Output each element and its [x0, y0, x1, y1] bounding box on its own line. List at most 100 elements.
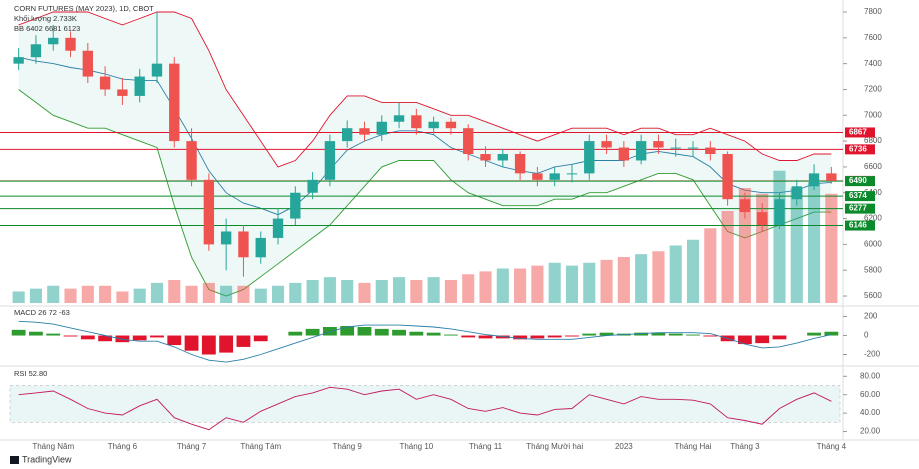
candle-body [566, 173, 578, 175]
macd-bar [478, 335, 493, 339]
y-tick-label: 7000 [864, 110, 882, 119]
candle-body [376, 121, 387, 135]
candle-body [791, 186, 802, 200]
volume-bar [289, 282, 302, 303]
volume-bar [808, 182, 821, 303]
volume-bar [704, 228, 717, 303]
volume-bar [375, 280, 388, 303]
candle-body [255, 237, 266, 258]
volume-bar [29, 288, 42, 303]
candle-body [705, 147, 716, 155]
candle-body [186, 141, 197, 180]
candle-body [393, 115, 405, 122]
macd-bar [634, 332, 649, 336]
macd-bar [772, 335, 787, 340]
macd-bar [374, 328, 389, 336]
x-tick-label: Tháng 3 [730, 442, 760, 451]
rsi-tick-label: 80.00 [860, 371, 881, 380]
volume-bar [168, 280, 181, 303]
volume-bar [462, 274, 475, 303]
volume-legend: Khối lượng 2.733K [14, 14, 77, 23]
macd-bar [392, 329, 406, 336]
candle-body [532, 173, 543, 180]
macd-bar [80, 335, 95, 340]
brand: TradingView [22, 454, 72, 464]
level-label-box [845, 220, 875, 231]
macd-line [18, 320, 832, 363]
candle-body [774, 199, 785, 226]
volume-bar [686, 239, 700, 303]
x-tick-label: Tháng 9 [333, 442, 363, 451]
volume-bar [565, 265, 579, 303]
macd-tick-label: -200 [864, 350, 881, 359]
rsi-band [9, 385, 841, 423]
x-tick-label: Tháng 7 [177, 442, 207, 451]
plot: 5600580060006200640066006800700072007400… [0, 7, 882, 451]
candle-body [808, 173, 820, 187]
level-label: 6277 [849, 204, 867, 213]
macd-bar [668, 333, 683, 336]
volume-bar [531, 265, 544, 303]
macd-bar [46, 333, 61, 336]
volume-bar [220, 285, 233, 303]
macd-bar [219, 335, 234, 353]
y-tick-label: 7400 [864, 59, 882, 68]
macd-bar [461, 335, 476, 338]
candle-body [82, 50, 93, 77]
candle-body [117, 89, 128, 96]
volume-bar [64, 288, 77, 303]
volume-bar [617, 257, 630, 303]
candle-body [739, 199, 751, 213]
candle-body [757, 212, 768, 226]
y-tick-label: 7600 [864, 33, 882, 42]
volume-bar [116, 291, 129, 303]
volume-bar [825, 193, 838, 303]
band-fill [18, 12, 832, 296]
candle-body [99, 76, 111, 90]
macd-bar [409, 331, 424, 336]
macd-bar [253, 335, 268, 342]
y-tick-label: 6000 [864, 239, 882, 248]
candle-body [601, 141, 612, 148]
x-tick-label: Tháng Tám [240, 442, 281, 451]
x-tick-label: Tháng 10 [399, 442, 433, 451]
x-tick-label: Tháng Hai [675, 442, 712, 451]
volume-bar [548, 262, 561, 303]
volume-bar [583, 262, 596, 303]
level-label-box [845, 191, 875, 202]
macd-bar [11, 329, 26, 336]
rsi-tick-label: 20.00 [860, 427, 881, 436]
y-tick-label: 5800 [864, 265, 882, 274]
level-label-box [845, 127, 875, 138]
volume-bar [81, 285, 94, 303]
candle-body [687, 147, 699, 149]
volume-bar [271, 285, 285, 303]
macd-bar [184, 335, 199, 351]
x-tick-label: Tháng Năm [32, 442, 74, 451]
volume-bar [496, 268, 509, 303]
volume-bar [254, 288, 267, 303]
x-tick-label: Tháng 4 [817, 442, 847, 451]
candle-body [65, 37, 76, 51]
macd-bar [547, 335, 562, 338]
bb-upper [18, 11, 832, 168]
candle-body [307, 179, 318, 193]
volume-bar [99, 285, 112, 303]
macd-bar [565, 335, 579, 337]
macd-bar [807, 332, 821, 336]
volume-bar [427, 277, 440, 303]
x-tick-label: 2023 [615, 442, 633, 451]
macd-bar [132, 335, 147, 341]
rsi-tick-label: 60.00 [860, 390, 881, 399]
candle-body [238, 231, 249, 258]
macd-bar [651, 332, 666, 336]
macd-bar [340, 326, 355, 336]
candle-body [13, 57, 24, 64]
macd-bar [29, 331, 43, 336]
volume-bar [773, 170, 786, 303]
macd-legend: MACD 26 72 -63 [14, 308, 70, 317]
macd-bar [357, 326, 372, 336]
volume-bar [479, 271, 492, 303]
macd-bar [755, 335, 770, 344]
